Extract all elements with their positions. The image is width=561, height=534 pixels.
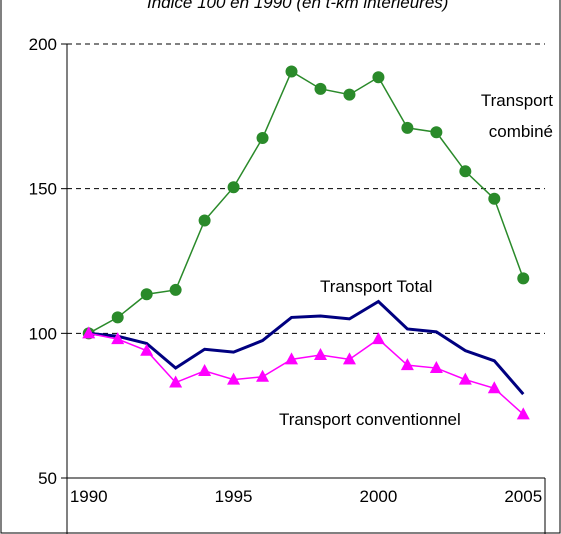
point: [343, 88, 356, 101]
point: [400, 358, 414, 371]
point: [285, 352, 299, 365]
y-tick-label: 150: [29, 180, 57, 199]
series-line: [88, 332, 524, 415]
point: [313, 348, 327, 361]
series-annotation: Transport conventionnel: [279, 410, 461, 429]
series-annotation: Transport Total: [320, 277, 433, 296]
point: [430, 126, 443, 139]
point: [140, 343, 154, 356]
point: [198, 214, 211, 227]
y-tick-label: 200: [29, 35, 57, 54]
point: [227, 372, 241, 385]
point: [342, 352, 356, 365]
x-tick-label: 1995: [215, 487, 253, 506]
chart-title: Indice 100 en 1990 (en t-km intérieures): [147, 0, 448, 12]
point: [198, 363, 212, 376]
point: [459, 165, 472, 178]
point: [82, 326, 96, 339]
point: [111, 311, 124, 324]
point: [169, 283, 182, 296]
series-annotation: Transport combiné: [480, 91, 553, 141]
point: [256, 132, 269, 145]
point: [285, 65, 298, 78]
point: [372, 71, 385, 84]
x-tick-label: 2000: [360, 487, 398, 506]
point: [169, 375, 183, 388]
series-line: [88, 299, 525, 396]
point: [140, 288, 153, 301]
point: [371, 332, 385, 345]
point: [517, 272, 530, 285]
point: [488, 192, 501, 205]
series-line: [88, 70, 524, 334]
y-tick-label: 100: [29, 324, 57, 343]
point: [516, 407, 530, 420]
point: [256, 369, 270, 382]
point: [227, 181, 240, 194]
point: [314, 82, 327, 95]
point: [401, 121, 414, 134]
y-tick-label: 50: [38, 469, 57, 488]
x-tick-label: 2005: [504, 487, 542, 506]
point: [429, 361, 443, 374]
x-tick-label: 1990: [70, 487, 108, 506]
point: [111, 332, 125, 345]
point: [458, 372, 472, 385]
point: [487, 381, 501, 394]
